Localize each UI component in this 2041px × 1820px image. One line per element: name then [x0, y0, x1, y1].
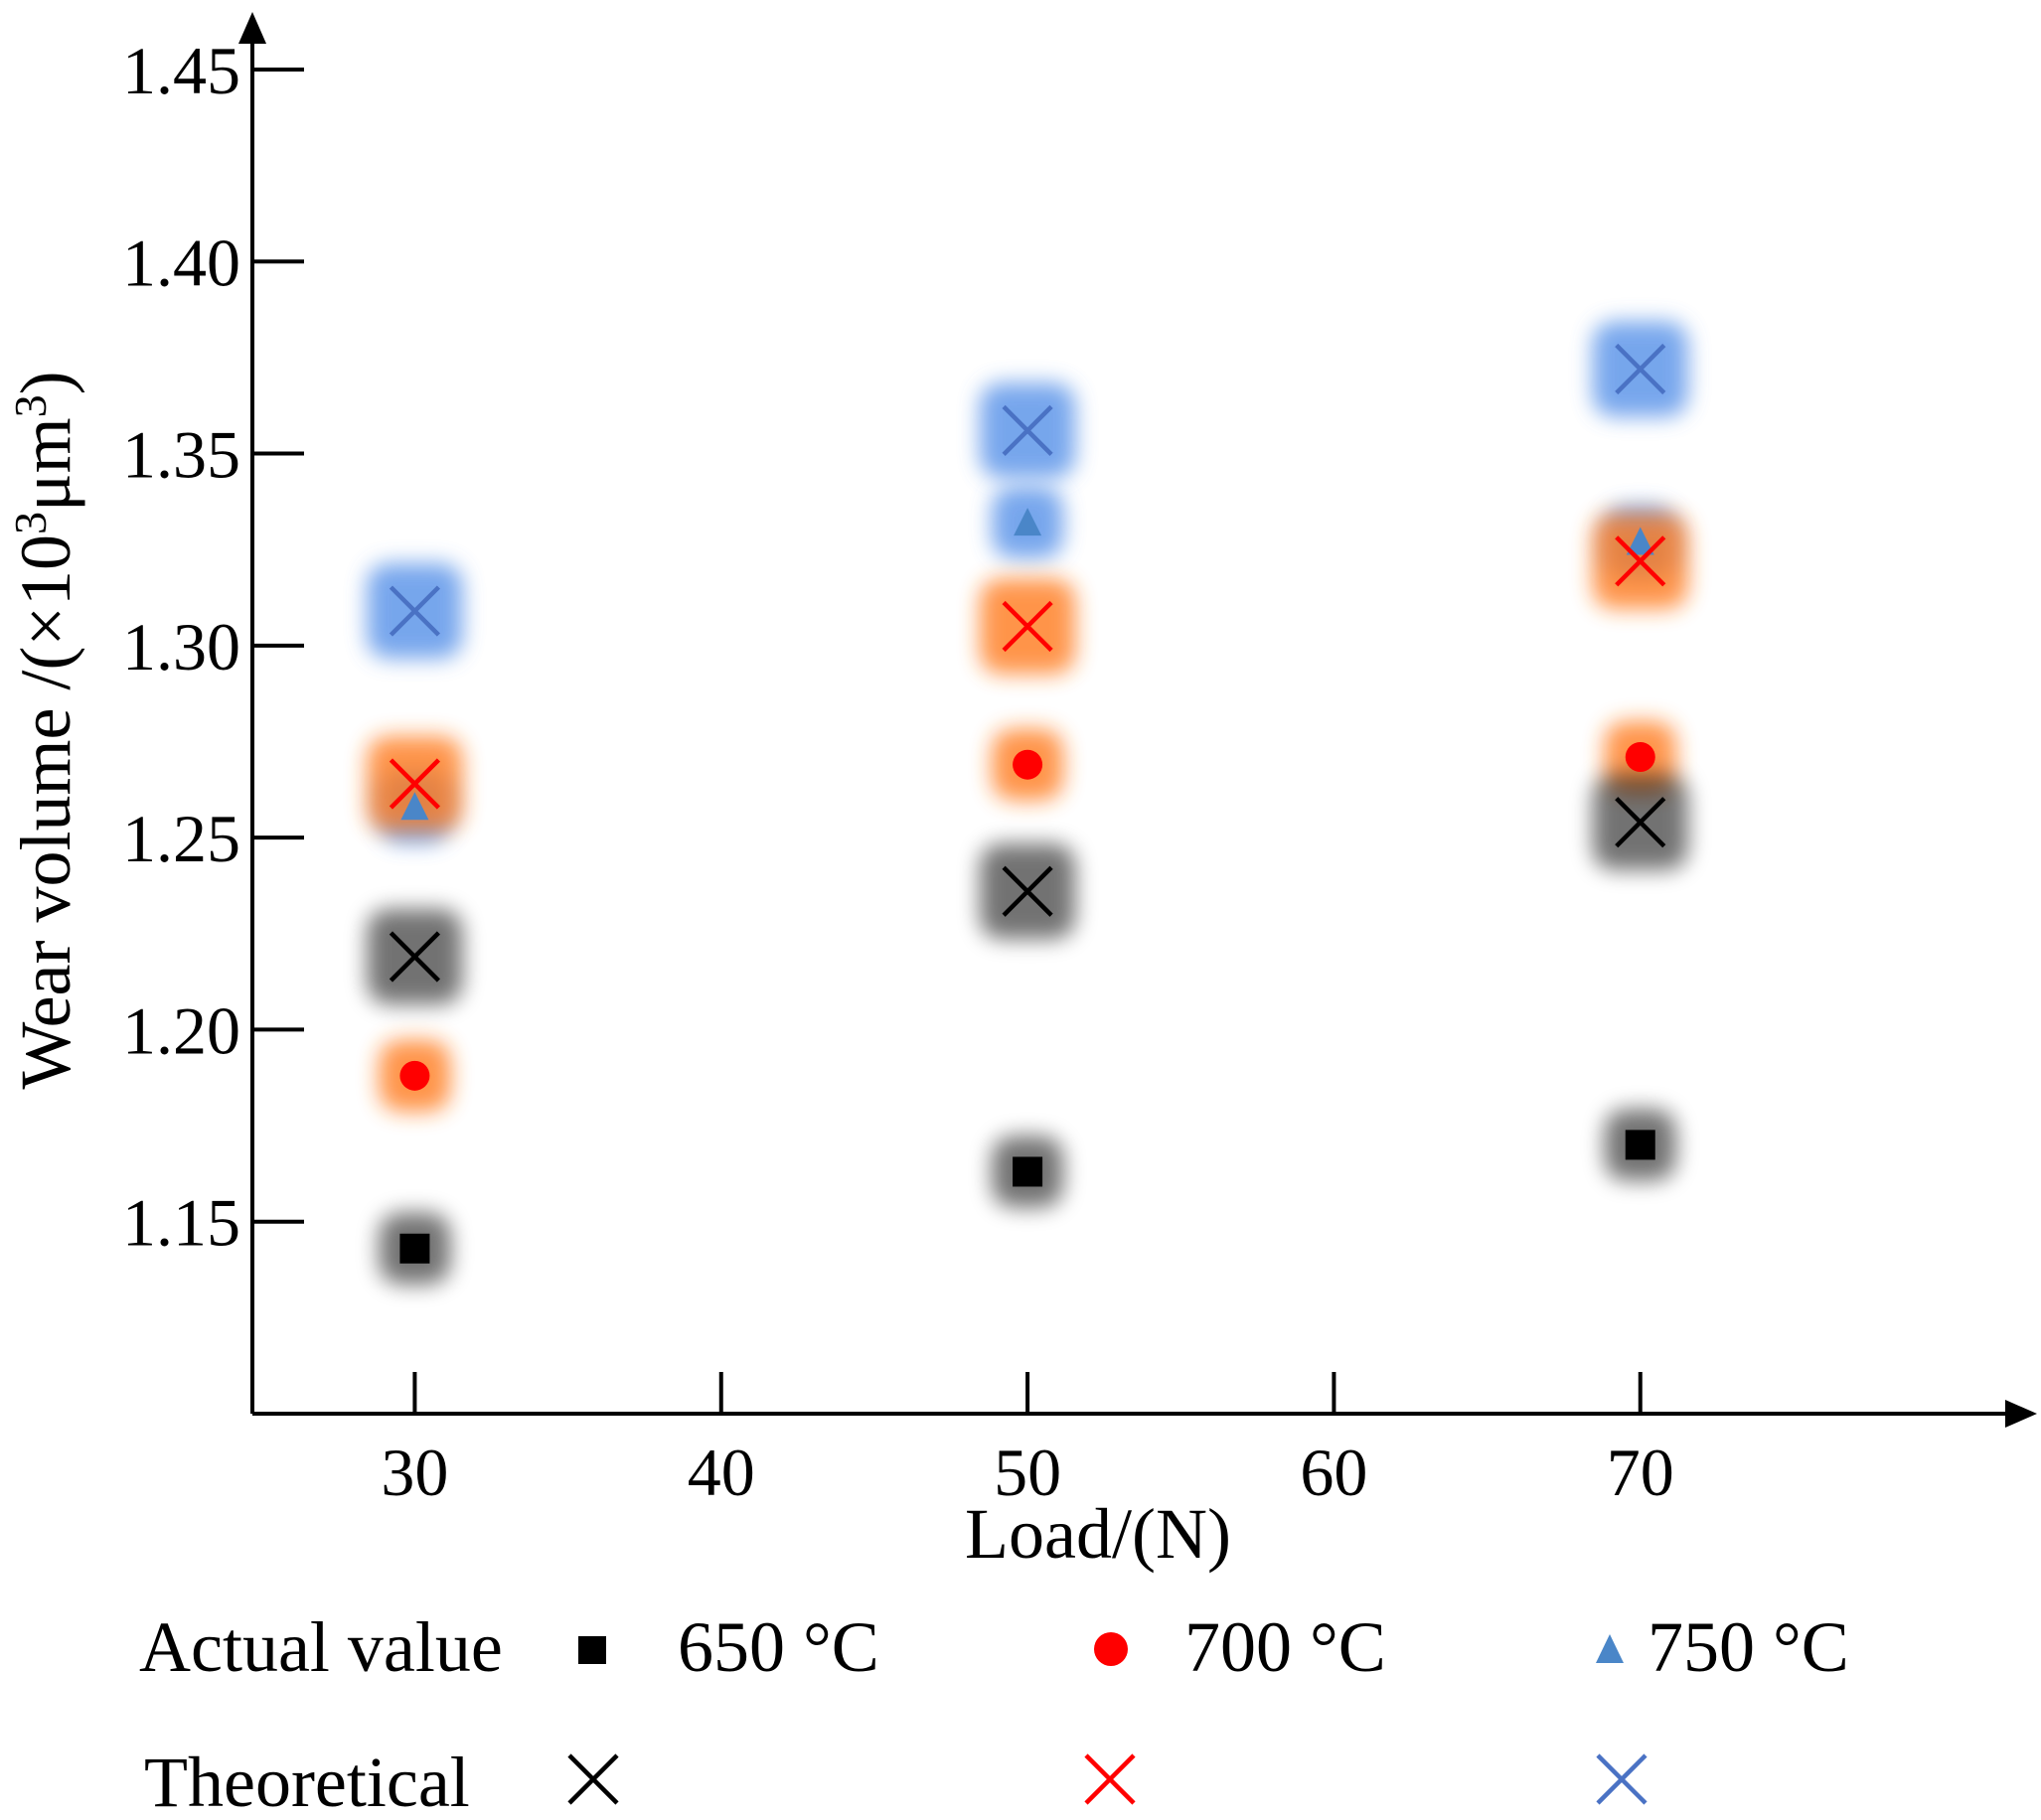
x-tick-label-2: 50: [994, 1435, 1061, 1510]
legend-700-cross-icon: [1084, 1753, 1136, 1805]
point-actual-1-1-circle: [1013, 749, 1043, 780]
y-tick-label-6: 1.45: [122, 33, 240, 108]
point-theoretical-5-0-cross: [389, 585, 441, 637]
point-actual-2-0-triangle: [400, 792, 429, 821]
marker-glows: [367, 321, 1688, 1285]
x-tick-label-3: 60: [1300, 1435, 1367, 1510]
legend-700-circle-icon: [1094, 1632, 1128, 1666]
point-theoretical-4-1-cross: [1002, 600, 1053, 653]
legend-750-triangle-icon: [1596, 1634, 1624, 1663]
x-ticks: 30 40 50 60 70: [381, 1372, 1674, 1510]
data-markers: [389, 343, 1666, 1264]
y-tick-label-0: 1.15: [122, 1185, 240, 1261]
point-theoretical-3-0-cross: [389, 931, 441, 983]
point-theoretical-5-2-cross: [1615, 343, 1666, 395]
legend-650-square-icon: [578, 1636, 606, 1664]
point-theoretical-5-1-cross: [1002, 404, 1053, 456]
y-tick-label-3: 1.30: [122, 609, 240, 684]
point-actual-0-2-square: [1625, 1130, 1655, 1160]
x-tick-label-1: 40: [688, 1435, 755, 1510]
point-theoretical-3-2-cross: [1615, 797, 1666, 848]
y-tick-label-4: 1.35: [122, 417, 240, 493]
point-actual-1-2-circle: [1625, 741, 1655, 772]
legend-actual-label: Actual value: [139, 1607, 503, 1687]
point-actual-2-2-triangle: [1626, 527, 1654, 555]
x-tick-label-4: 70: [1607, 1435, 1674, 1510]
point-actual-1-0-circle: [399, 1060, 430, 1091]
x-tick-label-0: 30: [381, 1435, 448, 1510]
y-tick-label-2: 1.25: [122, 801, 240, 876]
y-ticks: 1.15 1.20 1.25 1.30 1.35 1.40 1.45: [122, 33, 304, 1261]
x-axis-arrow: [2005, 1400, 2037, 1428]
point-theoretical-3-1-cross: [1002, 865, 1053, 917]
legend-750-cross-icon: [1596, 1753, 1648, 1805]
y-axis-title-main: Wear volume /(×10: [6, 534, 85, 1090]
legend-700-label: 700 °C: [1184, 1607, 1386, 1687]
y-axis-title-end: ): [6, 371, 85, 394]
point-actual-0-1-square: [1013, 1156, 1043, 1187]
y-tick-label-5: 1.40: [122, 225, 240, 300]
point-actual-0-0-square: [399, 1233, 430, 1264]
y-axis-arrow: [238, 12, 266, 44]
y-tick-label-1: 1.20: [122, 992, 240, 1068]
point-actual-2-1-triangle: [1014, 508, 1042, 536]
y-axis-title-mid: μm: [6, 417, 85, 512]
legend-750-label: 750 °C: [1648, 1607, 1849, 1687]
y-axis-title: Wear volume /(×103μm3): [5, 371, 85, 1089]
legend: Actual value Theoretical 650 °C 700 °C 7…: [139, 1607, 1849, 1820]
y-axis-title-sup2: 3: [5, 394, 56, 417]
legend-theoretical-label: Theoretical: [144, 1743, 470, 1820]
x-axis-title: Load/(N): [965, 1494, 1231, 1574]
y-axis-title-sup1: 3: [5, 512, 56, 534]
legend-650-label: 650 °C: [678, 1607, 879, 1687]
point-theoretical-4-2-cross: [1615, 535, 1666, 587]
point-theoretical-4-0-cross: [389, 758, 441, 810]
legend-650-cross-icon: [567, 1753, 619, 1805]
